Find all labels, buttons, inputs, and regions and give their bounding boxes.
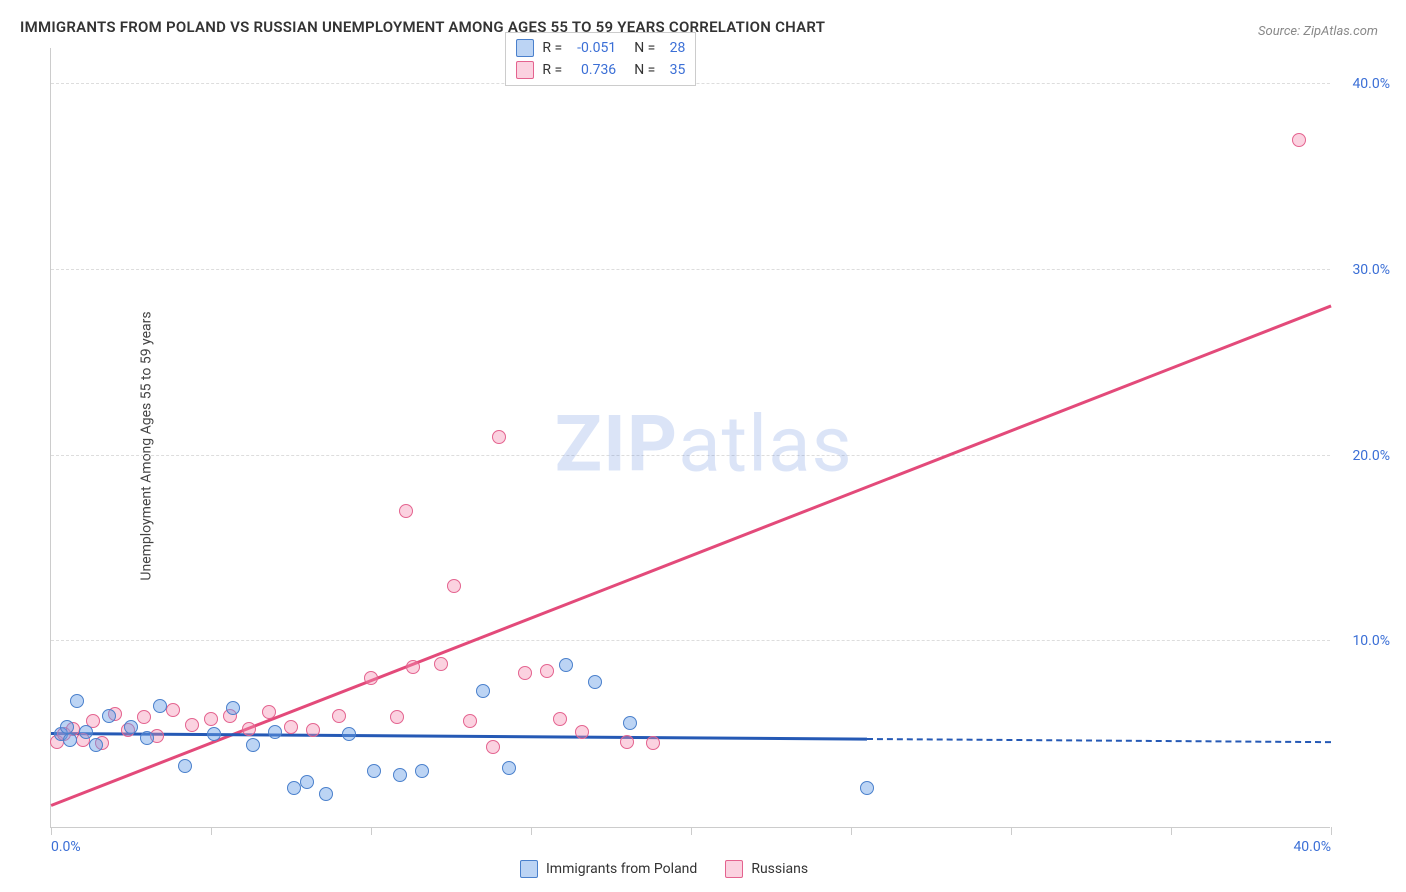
data-point-russians	[646, 736, 660, 750]
gridline	[51, 455, 1330, 456]
legend-swatch-poland	[520, 860, 538, 878]
n-value: 28	[663, 40, 685, 56]
trend-line-poland-dashed	[867, 738, 1331, 743]
data-point-russians	[406, 660, 420, 674]
watermark: ZIPatlas	[555, 399, 853, 490]
y-tick-label: 30.0%	[1352, 262, 1390, 278]
data-point-poland	[60, 720, 74, 734]
data-point-poland	[226, 701, 240, 715]
x-tick	[211, 827, 212, 835]
data-point-poland	[268, 725, 282, 739]
data-point-poland	[246, 738, 260, 752]
scatter-plot-area: 10.0%20.0%30.0%40.0%0.0%40.0%ZIPatlasR =…	[50, 48, 1330, 828]
x-tick-label: 0.0%	[51, 839, 81, 855]
data-point-poland	[319, 787, 333, 801]
r-value: 0.736	[570, 62, 616, 78]
data-point-russians	[486, 740, 500, 754]
y-tick-label: 10.0%	[1352, 633, 1390, 649]
stats-row-poland: R = -0.051 N = 28	[516, 37, 685, 59]
data-point-poland	[342, 727, 356, 741]
x-tick	[51, 827, 52, 835]
data-point-poland	[476, 684, 490, 698]
gridline	[51, 640, 1330, 641]
legend-swatch-russians	[725, 860, 743, 878]
data-point-poland	[102, 709, 116, 723]
data-point-poland	[860, 781, 874, 795]
data-point-russians	[390, 710, 404, 724]
y-tick-label: 20.0%	[1352, 448, 1390, 464]
data-point-poland	[415, 764, 429, 778]
data-point-russians	[620, 735, 634, 749]
n-label: N =	[634, 40, 655, 56]
data-point-poland	[178, 759, 192, 773]
data-point-russians	[434, 657, 448, 671]
data-point-russians	[518, 666, 532, 680]
data-point-poland	[393, 768, 407, 782]
legend-label: Immigrants from Poland	[546, 861, 697, 877]
data-point-russians	[166, 703, 180, 717]
data-point-poland	[140, 731, 154, 745]
data-point-russians	[204, 712, 218, 726]
x-tick	[851, 827, 852, 835]
data-point-russians	[262, 705, 276, 719]
source-attribution: Source: ZipAtlas.com	[1258, 24, 1378, 39]
data-point-poland	[124, 720, 138, 734]
stats-row-russians: R = 0.736 N = 35	[516, 59, 685, 81]
legend-swatch-russians	[516, 61, 534, 79]
legend-item-poland: Immigrants from Poland	[520, 860, 697, 878]
data-point-russians	[332, 709, 346, 723]
data-point-poland	[153, 699, 167, 713]
legend-item-russians: Russians	[725, 860, 808, 878]
data-point-russians	[540, 664, 554, 678]
r-label: R =	[542, 40, 562, 56]
x-tick	[371, 827, 372, 835]
data-point-poland	[89, 738, 103, 752]
data-point-poland	[300, 775, 314, 789]
data-point-poland	[63, 733, 77, 747]
data-point-russians	[575, 725, 589, 739]
data-point-poland	[367, 764, 381, 778]
data-point-poland	[70, 694, 84, 708]
data-point-poland	[502, 761, 516, 775]
data-point-russians	[399, 504, 413, 518]
data-point-russians	[447, 579, 461, 593]
y-tick-label: 40.0%	[1352, 76, 1390, 92]
r-value: -0.051	[570, 40, 616, 56]
trend-line-poland	[51, 732, 867, 740]
gridline	[51, 269, 1330, 270]
data-point-russians	[463, 714, 477, 728]
x-tick-label: 40.0%	[1293, 839, 1331, 855]
r-label: R =	[542, 62, 562, 78]
data-point-poland	[559, 658, 573, 672]
data-point-poland	[623, 716, 637, 730]
legend-swatch-poland	[516, 39, 534, 57]
data-point-russians	[364, 671, 378, 685]
data-point-russians	[1292, 133, 1306, 147]
data-point-russians	[492, 430, 506, 444]
series-legend: Immigrants from Poland Russians	[520, 860, 808, 878]
data-point-russians	[242, 722, 256, 736]
x-tick	[1011, 827, 1012, 835]
data-point-russians	[553, 712, 567, 726]
n-value: 35	[663, 62, 685, 78]
n-label: N =	[634, 62, 655, 78]
data-point-russians	[185, 718, 199, 732]
data-point-russians	[306, 723, 320, 737]
data-point-poland	[79, 725, 93, 739]
x-tick	[531, 827, 532, 835]
data-point-russians	[284, 720, 298, 734]
data-point-poland	[588, 675, 602, 689]
x-tick	[1331, 827, 1332, 835]
correlation-stats-box: R = -0.051 N = 28 R = 0.736 N = 35	[505, 32, 696, 86]
x-tick	[1171, 827, 1172, 835]
chart-title: IMMIGRANTS FROM POLAND VS RUSSIAN UNEMPL…	[20, 18, 825, 36]
x-tick	[691, 827, 692, 835]
data-point-russians	[137, 710, 151, 724]
legend-label: Russians	[751, 861, 808, 877]
data-point-poland	[207, 727, 221, 741]
